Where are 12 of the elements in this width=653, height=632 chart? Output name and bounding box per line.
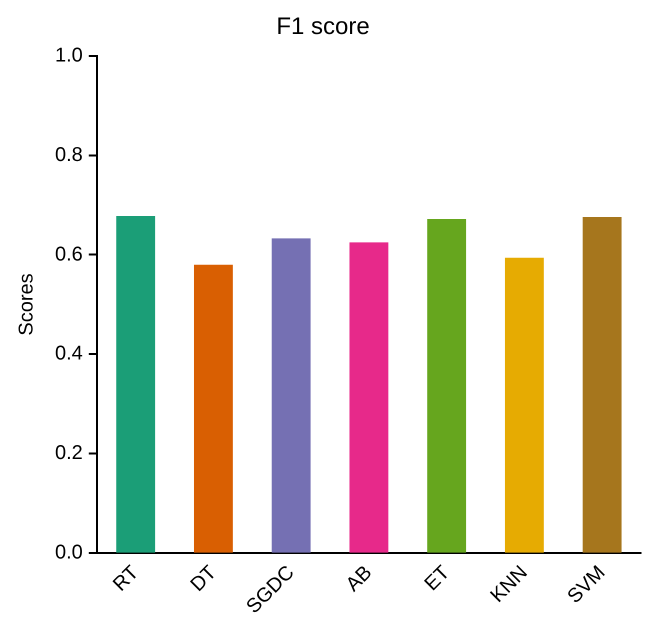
x-tick-label: ET: [420, 562, 454, 596]
x-tick-label: DT: [186, 562, 221, 596]
y-tick-label: 0.8: [54, 144, 83, 166]
x-tick-label: RT: [108, 562, 144, 596]
chart-title: F1 score: [276, 13, 370, 40]
y-tick-label: 0.2: [54, 442, 83, 464]
y-tick-label: 1.0: [54, 44, 83, 66]
y-axis-title: Scores: [16, 273, 38, 336]
x-tick-label: AB: [342, 562, 376, 596]
y-tick-label: 0.0: [54, 542, 83, 564]
y-tick-label: 0.6: [54, 243, 83, 266]
y-tick-label: 0.4: [54, 342, 83, 365]
